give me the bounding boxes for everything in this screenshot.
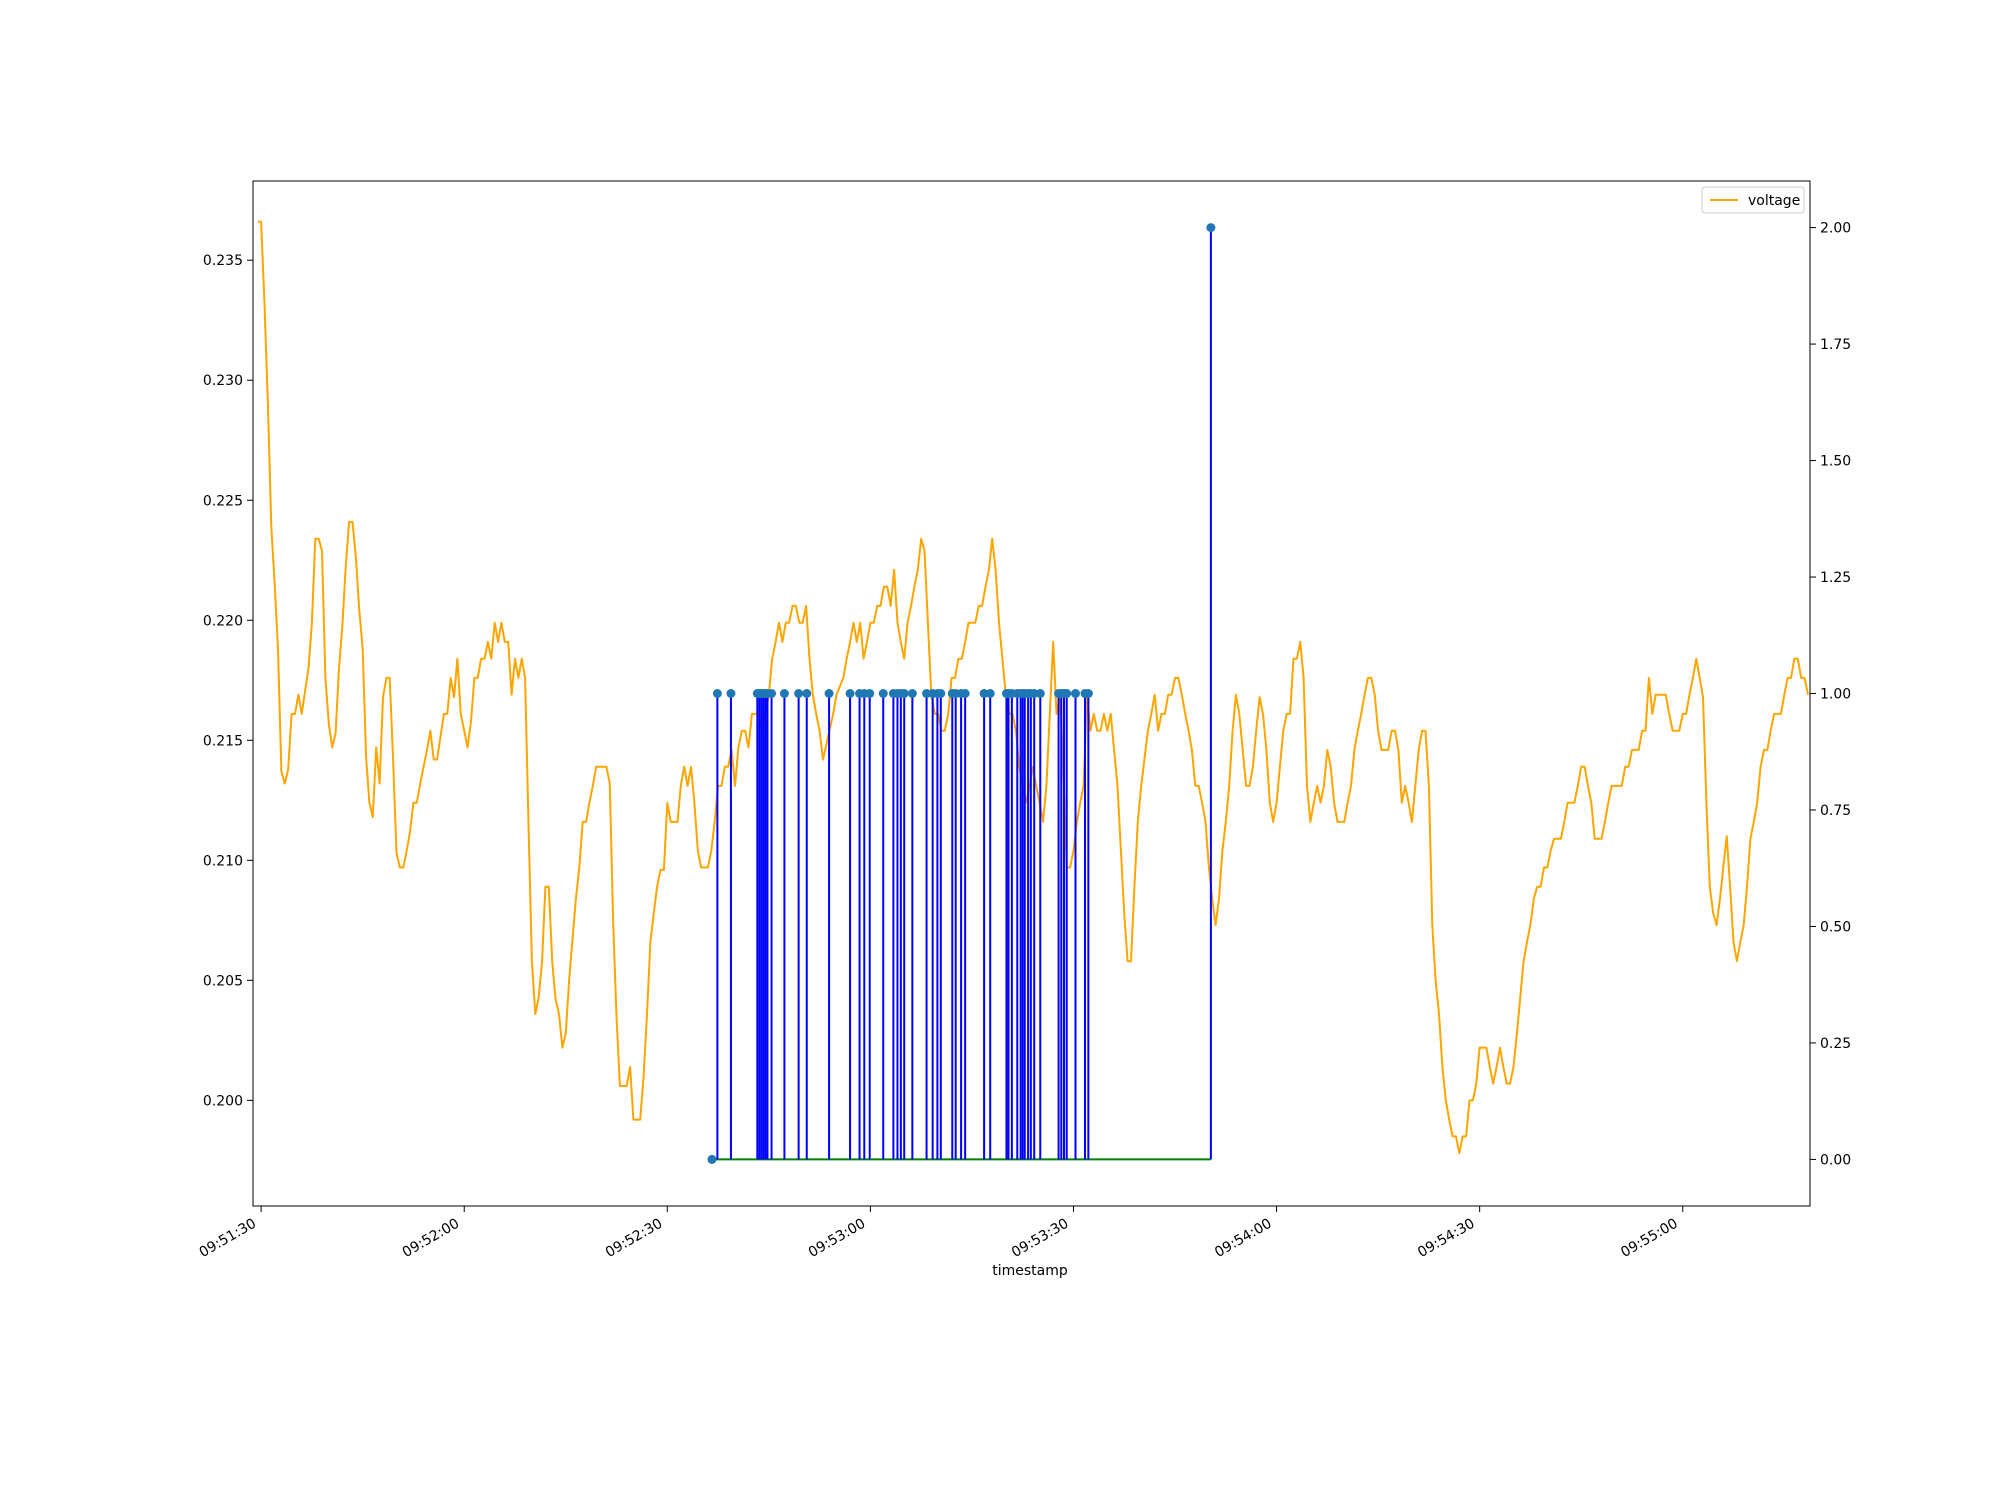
stem-marker bbox=[767, 689, 777, 698]
y-left-tick-label: 0.200 bbox=[203, 1093, 243, 1109]
stem-marker bbox=[845, 689, 855, 698]
legend-voltage-label: voltage bbox=[1748, 193, 1800, 209]
plot-area bbox=[257, 220, 1809, 1155]
stem-marker bbox=[1035, 689, 1045, 698]
y-left-tick-label: 0.210 bbox=[203, 853, 243, 869]
y-left-tick-label: 0.230 bbox=[203, 373, 243, 389]
stem-marker bbox=[1071, 689, 1081, 698]
y-left-tick-label: 0.215 bbox=[203, 733, 243, 749]
y-right-tick-label: 1.50 bbox=[1820, 454, 1851, 470]
stem-marker bbox=[712, 689, 722, 698]
stem-marker bbox=[899, 689, 909, 698]
y-right-tick-label: 1.75 bbox=[1820, 337, 1851, 353]
legend: voltage bbox=[1701, 186, 1805, 214]
x-axis-label: timestamp bbox=[992, 1263, 1068, 1279]
stem-marker bbox=[1083, 689, 1093, 698]
stem-marker bbox=[802, 689, 812, 698]
y-right-tick-label: 1.25 bbox=[1820, 570, 1851, 586]
y-left-tick-label: 0.235 bbox=[203, 253, 243, 269]
y-left-tick-label: 0.205 bbox=[203, 973, 243, 989]
stem-marker bbox=[726, 689, 736, 698]
stem-marker bbox=[794, 689, 804, 698]
y-right-tick-label: 0.00 bbox=[1820, 1152, 1851, 1168]
y-right-tick-label: 0.75 bbox=[1820, 803, 1851, 819]
stem-marker bbox=[865, 689, 875, 698]
stem-marker bbox=[985, 689, 995, 698]
y-right-tick-label: 1.00 bbox=[1820, 687, 1851, 703]
y-left-tick-label: 0.225 bbox=[203, 493, 243, 509]
legend-box bbox=[1701, 186, 1805, 214]
y-right-tick-label: 0.25 bbox=[1820, 1036, 1851, 1052]
stem-marker-spike bbox=[1206, 223, 1216, 233]
stem-marker bbox=[907, 689, 917, 698]
stem-series bbox=[707, 223, 1216, 1164]
y-right-tick-label: 0.50 bbox=[1820, 919, 1851, 935]
stem-marker bbox=[1062, 689, 1072, 698]
stem-marker bbox=[936, 689, 946, 698]
stem-marker bbox=[960, 689, 970, 698]
y-left-tick-label: 0.220 bbox=[203, 613, 243, 629]
y-right-tick-label: 2.00 bbox=[1820, 221, 1851, 237]
stem-marker bbox=[779, 689, 789, 698]
stem-marker bbox=[878, 689, 888, 698]
stem-marker bbox=[824, 689, 834, 698]
voltage-line bbox=[257, 220, 1809, 1155]
stem-marker-zero bbox=[707, 1154, 717, 1164]
